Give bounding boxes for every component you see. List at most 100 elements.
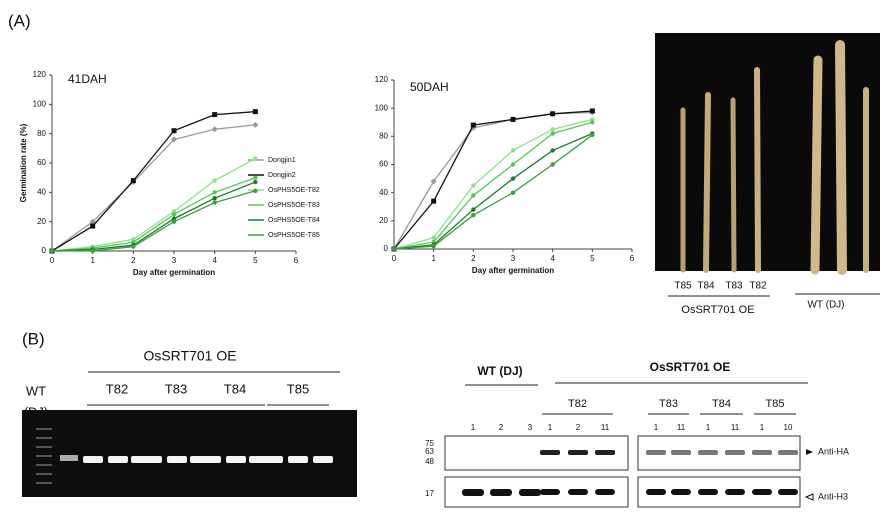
point [252, 109, 258, 115]
panel-label: (B) [22, 329, 45, 348]
legend-entry: OsPHS5OE-T82 [268, 187, 320, 194]
arrow [804, 493, 814, 501]
band [698, 489, 718, 495]
point [471, 213, 476, 218]
x-tick-label: 6 [294, 256, 299, 265]
point [253, 188, 258, 194]
blot-group: OsSRT701 OE [650, 360, 731, 374]
legend-entry: OsPHS5OE-T85 [268, 232, 320, 239]
point [253, 156, 258, 161]
blot-group: T84 [712, 398, 731, 410]
blot-group: T85 [766, 398, 785, 410]
gel-group: T82 [106, 381, 128, 396]
y-axis-label: Germination rate (%) [19, 123, 28, 202]
band [83, 456, 103, 463]
point [49, 248, 55, 254]
point [510, 190, 516, 195]
point [212, 190, 217, 195]
point [171, 212, 177, 217]
y-tick-label: 40 [379, 188, 388, 197]
gel-group: T84 [224, 381, 246, 396]
lane-label: 11 [677, 423, 686, 432]
ladder [36, 437, 52, 439]
lane-label: 4 [233, 413, 239, 424]
y-tick-label: 40 [37, 187, 46, 196]
point [510, 148, 516, 153]
point [89, 218, 96, 225]
band [725, 489, 745, 495]
band [568, 450, 588, 455]
y-tick-label: 20 [37, 217, 46, 226]
point [90, 248, 95, 254]
point [171, 128, 177, 134]
band [778, 450, 798, 455]
band [60, 455, 78, 461]
gel-title: OsSRT701 OE [143, 348, 236, 364]
band [595, 489, 615, 495]
series-line [393, 110, 593, 250]
band [313, 456, 333, 463]
band [108, 456, 128, 463]
point [550, 111, 556, 117]
point [589, 108, 595, 114]
band [167, 456, 187, 463]
line-label: T85 [674, 281, 692, 292]
band [752, 450, 772, 455]
point [252, 121, 259, 128]
series-line [51, 111, 256, 252]
ladder [36, 455, 52, 457]
x-axis-label: Day after germination [133, 268, 215, 277]
y-tick-label: 80 [379, 131, 388, 140]
band [568, 489, 588, 495]
point [510, 162, 516, 167]
marker-label: 63 [425, 447, 434, 456]
y-tick-label: 20 [379, 216, 388, 225]
panel-label: (A) [8, 11, 31, 30]
group-label: WT (DJ) [807, 300, 844, 311]
gel-group: T83 [165, 381, 187, 396]
lane-label: 1 [90, 413, 96, 424]
blot-group: T82 [568, 398, 587, 410]
lane-label: 11 [731, 423, 740, 432]
series-line [52, 190, 256, 252]
band [778, 489, 798, 495]
gel-wt: WT [26, 383, 46, 398]
point [471, 207, 476, 212]
arrow [806, 449, 813, 455]
x-tick-label: 1 [90, 256, 95, 265]
point [253, 179, 258, 185]
line-label: T82 [749, 281, 767, 292]
point [212, 200, 217, 205]
lane-label: 2 [499, 423, 504, 432]
blot-group: WT (DJ) [477, 364, 522, 378]
blot-group: T83 [659, 398, 678, 410]
point [212, 112, 218, 118]
lane-label: 1 [471, 423, 476, 432]
lane-label: 1 [270, 413, 276, 424]
series-line [393, 121, 593, 250]
marker-label: 48 [425, 457, 434, 466]
x-tick-label: 5 [253, 256, 258, 265]
ladder [36, 464, 52, 466]
series-line [393, 134, 593, 250]
band [646, 489, 666, 495]
ladder [36, 428, 52, 430]
x-tick-label: 1 [431, 254, 436, 263]
photo-panicles [680, 40, 869, 275]
series-line [393, 132, 593, 250]
marker-label: 17 [425, 489, 434, 498]
lane-label: 1 [706, 423, 711, 432]
point [212, 196, 217, 201]
x-tick-label: 6 [630, 254, 635, 263]
series-line [51, 158, 256, 252]
antibody-label: Anti-H3 [818, 491, 848, 501]
point [90, 223, 96, 229]
band [595, 450, 615, 455]
ladder [36, 446, 52, 448]
point [131, 244, 136, 249]
y-tick-label: 120 [375, 75, 389, 84]
band [671, 489, 691, 495]
band [646, 450, 666, 455]
series-line [51, 124, 256, 252]
